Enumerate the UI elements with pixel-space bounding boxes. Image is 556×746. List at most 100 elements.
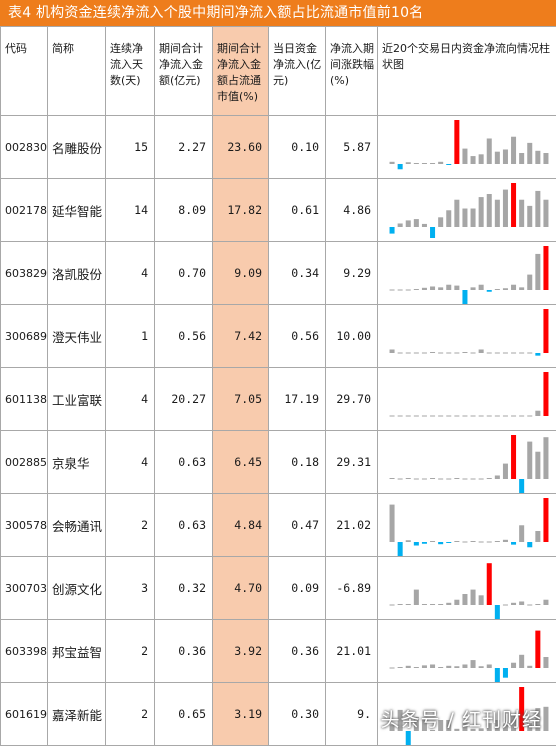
stock-code: 601138 (1, 368, 48, 431)
total-inflow: 0.63 (155, 431, 213, 494)
flow-bar (503, 464, 508, 479)
flow-bar (503, 353, 508, 354)
inflow-days: 14 (106, 179, 155, 242)
flow-bar (454, 200, 459, 227)
flow-bar (503, 190, 508, 227)
inflow-ratio: 9.09 (213, 242, 269, 305)
flow-bar (438, 604, 443, 605)
flow-bar (398, 479, 403, 480)
flow-bar (487, 416, 492, 417)
flow-bar (543, 657, 548, 668)
flow-bar (462, 149, 467, 164)
stock-code: 603829 (1, 242, 48, 305)
inflow-ratio: 7.05 (213, 368, 269, 431)
flow-bar (495, 152, 500, 164)
flow-bar (438, 353, 443, 354)
total-inflow: 8.09 (155, 179, 213, 242)
inflow-days: 4 (106, 368, 155, 431)
flow-bar (471, 353, 476, 354)
stock-code: 002178 (1, 179, 48, 242)
flow-bar (390, 416, 395, 417)
flow-bar (495, 416, 500, 417)
flow-bar (503, 288, 508, 290)
total-inflow: 0.63 (155, 494, 213, 557)
flow-bar (422, 224, 427, 227)
total-inflow: 20.27 (155, 368, 213, 431)
flow-bar (438, 416, 443, 417)
flow-bar (495, 668, 500, 682)
stock-name: 洛凯股份 (48, 242, 106, 305)
today-inflow: 0.56 (269, 305, 326, 368)
stock-code: 002830 (1, 116, 48, 179)
flow-bar-chart-svg (378, 116, 556, 178)
flow-bar (446, 285, 451, 290)
flow-bar (543, 246, 548, 290)
flow-bar (430, 604, 435, 605)
flow-bar (527, 416, 532, 417)
stock-name: 邦宝益智 (48, 620, 106, 683)
flow-bar (406, 416, 411, 417)
flow-bar (422, 163, 427, 164)
flow-bar (462, 416, 467, 417)
flow-bar (543, 153, 548, 164)
flow-bar (527, 275, 532, 290)
flow-bar (519, 353, 524, 354)
flow-bar (390, 227, 395, 234)
flow-bar-chart (378, 368, 556, 431)
today-inflow: 17.19 (269, 368, 326, 431)
flow-bar (454, 416, 459, 417)
stock-name: 澄天伟业 (48, 305, 106, 368)
flow-bar (414, 353, 419, 354)
flow-bar (390, 478, 395, 479)
flow-bar (462, 479, 467, 480)
flow-bar (535, 254, 540, 290)
flow-bar (446, 353, 451, 354)
price-change: 29.70 (326, 368, 378, 431)
flow-bar (422, 542, 427, 544)
flow-bar (398, 667, 403, 668)
flow-bar (454, 541, 459, 542)
flow-bar (422, 665, 427, 668)
price-change: 9.29 (326, 242, 378, 305)
flow-bar (511, 435, 516, 479)
flow-bar (454, 286, 459, 290)
flow-bar (535, 452, 540, 479)
flow-bar (462, 352, 467, 353)
flow-bar (519, 287, 524, 290)
stock-name: 会畅通讯 (48, 494, 106, 557)
flow-bar (519, 655, 524, 668)
flow-bar (438, 287, 443, 290)
flow-bar (430, 227, 435, 238)
flow-bar (414, 479, 419, 480)
flow-bar (454, 353, 459, 354)
flow-bar (430, 541, 435, 542)
flow-bar (511, 603, 516, 605)
header-code: 代码 (1, 27, 48, 116)
flow-bar (438, 217, 443, 227)
flow-bar (479, 416, 484, 417)
flow-bar (398, 223, 403, 227)
flow-bar (503, 540, 508, 542)
flow-bar (487, 290, 492, 292)
flow-bar (406, 540, 411, 542)
flow-bar (503, 668, 508, 678)
flow-bar (479, 154, 484, 164)
inflow-days: 1 (106, 305, 155, 368)
today-inflow: 0.36 (269, 620, 326, 683)
flow-bar (543, 372, 548, 416)
today-inflow: 0.18 (269, 431, 326, 494)
flow-bar (471, 479, 476, 480)
flow-bar-chart-svg (378, 305, 556, 367)
inflow-days: 2 (106, 620, 155, 683)
flow-bar (535, 531, 540, 542)
header-name: 简称 (48, 27, 106, 116)
flow-bar (535, 151, 540, 164)
flow-bar (487, 478, 492, 479)
flow-bar (446, 210, 451, 227)
price-change: 10.00 (326, 305, 378, 368)
flow-bar (462, 542, 467, 543)
flow-bar (487, 138, 492, 164)
price-change: 21.01 (326, 620, 378, 683)
